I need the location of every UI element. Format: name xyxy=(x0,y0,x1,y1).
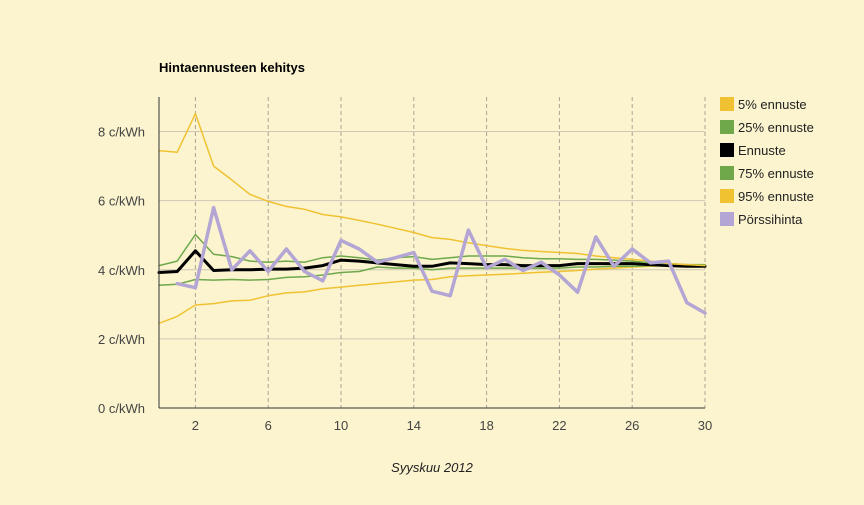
x-axis-label: Syyskuu 2012 xyxy=(391,460,473,475)
x-tick-label: 10 xyxy=(334,418,348,433)
y-tick-label: 6 c/kWh xyxy=(98,194,145,209)
y-tick-label: 2 c/kWh xyxy=(98,332,145,347)
legend-swatch xyxy=(720,212,734,226)
axes xyxy=(158,97,705,409)
x-tick-label: 6 xyxy=(265,418,272,433)
x-tick-labels: 2 6 10 14 18 22 26 30 xyxy=(192,418,712,433)
series-lines xyxy=(157,112,707,325)
series-line-3 xyxy=(158,233,706,267)
legend-label: Ennuste xyxy=(738,143,786,158)
legend-swatch xyxy=(720,120,734,134)
x-tick-label: 2 xyxy=(192,418,199,433)
legend-label: Pörssihinta xyxy=(738,212,803,227)
x-tick-label: 22 xyxy=(552,418,566,433)
legend: 5% ennuste 25% ennuste Ennuste 75% ennuste 9… xyxy=(720,97,814,227)
legend-swatch xyxy=(720,143,734,157)
y-tick-label: 8 c/kWh xyxy=(98,125,145,140)
legend-label: 5% ennuste xyxy=(738,97,807,112)
x-tick-label: 14 xyxy=(407,418,421,433)
grid-lines xyxy=(159,97,706,408)
legend-label: 25% ennuste xyxy=(738,120,814,135)
x-tick-label: 26 xyxy=(625,418,639,433)
legend-label: 95% ennuste xyxy=(738,189,814,204)
x-tick-label: 30 xyxy=(698,418,712,433)
series-line-4 xyxy=(158,112,706,267)
series-line-0 xyxy=(158,264,706,325)
legend-swatch xyxy=(720,189,734,203)
y-tick-label: 4 c/kWh xyxy=(98,263,145,278)
x-tick-label: 18 xyxy=(479,418,493,433)
legend-swatch xyxy=(720,166,734,180)
legend-swatch xyxy=(720,97,734,111)
chart-title: Hintaennusteen kehitys xyxy=(159,60,305,75)
y-tick-label: 0 c/kWh xyxy=(98,401,145,416)
legend-label: 75% ennuste xyxy=(738,166,814,181)
y-tick-labels: 0 c/kWh 2 c/kWh 4 c/kWh 6 c/kWh 8 c/kWh xyxy=(98,125,145,416)
series-line-5 xyxy=(175,205,707,315)
